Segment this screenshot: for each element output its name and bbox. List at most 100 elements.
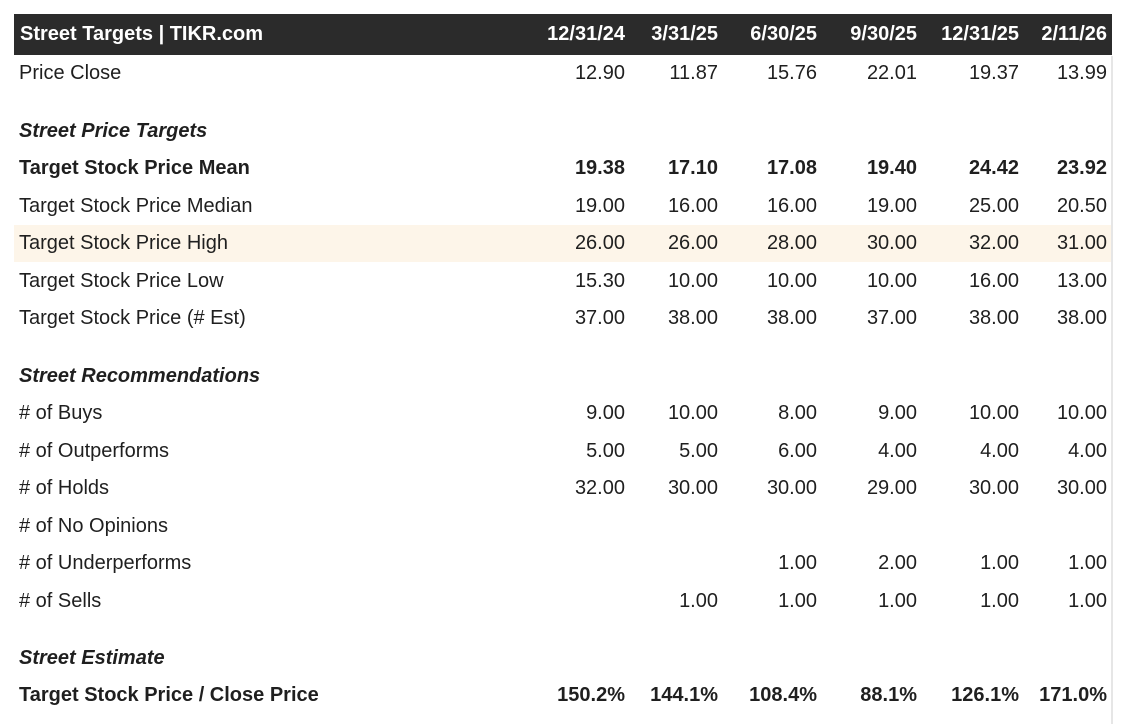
row-holds[interactable]: # of Holds 32.00 30.00 30.00 29.00 30.00… xyxy=(14,470,1112,507)
value-cell: 25.00 xyxy=(968,195,1019,217)
row-label: Target Stock Price (# Est) xyxy=(19,307,246,329)
value-cell: 108.4% xyxy=(749,684,817,706)
section-street-price-targets: Street Price Targets xyxy=(14,113,1112,150)
date-header-col-5[interactable]: 12/31/25 xyxy=(941,23,1019,45)
value-cell: 19.00 xyxy=(866,195,917,217)
value-cell: 1.00 xyxy=(778,552,817,574)
value-cell: 8.00 xyxy=(778,402,817,424)
value-cell: 22.01 xyxy=(866,62,917,84)
value-cell: 15.30 xyxy=(574,270,625,292)
value-cell: 24.42 xyxy=(968,157,1019,179)
value-cell: 16.00 xyxy=(968,270,1019,292)
value-cell: 88.1% xyxy=(860,684,917,706)
row-label: # of Sells xyxy=(19,590,102,612)
value-cell: 38.00 xyxy=(766,307,817,329)
row-label: Target Stock Price High xyxy=(19,232,228,254)
row-label: Target Stock Price Mean xyxy=(19,157,250,179)
row-target-low[interactable]: Target Stock Price Low 15.30 10.00 10.00… xyxy=(14,263,1112,300)
value-cell: 32.00 xyxy=(574,477,625,499)
row-label: # of No Opinions xyxy=(19,515,168,537)
row-price-close[interactable]: Price Close 12.90 11.87 15.76 22.01 19.3… xyxy=(14,55,1112,92)
row-sells[interactable]: # of Sells 1.00 1.00 1.00 1.00 1.00 xyxy=(14,583,1112,620)
value-cell: 13.99 xyxy=(1056,62,1107,84)
date-header-col-6[interactable]: 2/11/26 xyxy=(1041,23,1107,45)
value-cell: 37.00 xyxy=(866,307,917,329)
value-cell: 26.00 xyxy=(667,232,718,254)
value-cell: 38.00 xyxy=(667,307,718,329)
row-outperforms[interactable]: # of Outperforms 5.00 5.00 6.00 4.00 4.0… xyxy=(14,433,1112,470)
value-cell: 30.00 xyxy=(968,477,1019,499)
value-cell: 30.00 xyxy=(667,477,718,499)
value-cell: 10.00 xyxy=(667,270,718,292)
value-cell: 16.00 xyxy=(667,195,718,217)
value-cell: 12.90 xyxy=(574,62,625,84)
value-cell: 1.00 xyxy=(878,590,917,612)
value-cell: 6.00 xyxy=(778,440,817,462)
value-cell: 10.00 xyxy=(1056,402,1107,424)
value-cell: 20.50 xyxy=(1056,195,1107,217)
value-cell: 31.00 xyxy=(1056,232,1107,254)
value-cell: 19.40 xyxy=(866,157,917,179)
value-cell: 30.00 xyxy=(766,477,817,499)
row-target-close-ratio[interactable]: Target Stock Price / Close Price 150.2% … xyxy=(14,677,1112,714)
value-cell: 1.00 xyxy=(778,590,817,612)
value-cell: 11.87 xyxy=(669,62,718,84)
value-cell: 17.10 xyxy=(667,157,718,179)
row-target-mean[interactable]: Target Stock Price Mean 19.38 17.10 17.0… xyxy=(14,150,1112,187)
value-cell: 1.00 xyxy=(980,552,1019,574)
value-cell: 26.00 xyxy=(574,232,625,254)
value-cell: 4.00 xyxy=(980,440,1019,462)
row-underperforms[interactable]: # of Underperforms 1.00 2.00 1.00 1.00 xyxy=(14,545,1112,582)
value-cell: 15.76 xyxy=(766,62,817,84)
table-title: Street Targets | TIKR.com xyxy=(20,23,264,45)
value-cell: 171.0% xyxy=(1039,684,1107,706)
value-cell: 150.2% xyxy=(557,684,625,706)
section-heading: Street Recommendations xyxy=(19,365,261,387)
section-heading: Street Estimate xyxy=(19,647,165,669)
value-cell: 5.00 xyxy=(586,440,625,462)
row-label: Target Stock Price Median xyxy=(19,195,253,217)
row-label: # of Outperforms xyxy=(19,440,170,462)
value-cell: 19.00 xyxy=(574,195,625,217)
row-target-median[interactable]: Target Stock Price Median 19.00 16.00 16… xyxy=(14,188,1112,225)
value-cell: 1.00 xyxy=(1068,552,1107,574)
value-cell: 30.00 xyxy=(1056,477,1107,499)
value-cell: 144.1% xyxy=(650,684,718,706)
row-no-opinions[interactable]: # of No Opinions xyxy=(14,508,1112,545)
value-cell: 9.00 xyxy=(878,402,917,424)
row-target-high[interactable]: Target Stock Price High 26.00 26.00 28.0… xyxy=(14,225,1112,262)
section-street-estimate: Street Estimate xyxy=(14,640,1112,677)
value-cell: 1.00 xyxy=(1068,590,1107,612)
value-cell: 10.00 xyxy=(866,270,917,292)
section-street-recommendations: Street Recommendations xyxy=(14,358,1112,395)
value-cell: 38.00 xyxy=(968,307,1019,329)
value-cell: 4.00 xyxy=(878,440,917,462)
row-label: Target Stock Price Low xyxy=(19,270,224,292)
row-label: Target Stock Price / Close Price xyxy=(19,684,319,706)
value-cell: 38.00 xyxy=(1056,307,1107,329)
value-cell: 10.00 xyxy=(667,402,718,424)
value-cell: 30.00 xyxy=(866,232,917,254)
value-cell: 126.1% xyxy=(951,684,1019,706)
row-target-est-count[interactable]: Target Stock Price (# Est) 37.00 38.00 3… xyxy=(14,300,1112,337)
date-header-col-3[interactable]: 6/30/25 xyxy=(750,23,817,45)
street-targets-table: Street Targets | TIKR.com 12/31/24 3/31/… xyxy=(14,14,1112,724)
value-cell: 1.00 xyxy=(980,590,1019,612)
value-cell: 23.92 xyxy=(1056,157,1107,179)
row-label: # of Underperforms xyxy=(19,552,192,574)
date-header-col-1[interactable]: 12/31/24 xyxy=(547,23,625,45)
value-cell: 19.37 xyxy=(968,62,1019,84)
value-cell: 1.00 xyxy=(679,590,718,612)
date-header-col-4[interactable]: 9/30/25 xyxy=(850,23,917,45)
value-cell: 9.00 xyxy=(586,402,625,424)
value-cell: 13.00 xyxy=(1056,270,1107,292)
value-cell: 5.00 xyxy=(679,440,718,462)
row-buys[interactable]: # of Buys 9.00 10.00 8.00 9.00 10.00 10.… xyxy=(14,395,1112,432)
date-header-col-2[interactable]: 3/31/25 xyxy=(651,23,718,45)
value-cell: 17.08 xyxy=(766,157,817,179)
value-cell: 16.00 xyxy=(766,195,817,217)
section-heading: Street Price Targets xyxy=(19,120,208,142)
row-label: # of Holds xyxy=(19,477,110,499)
value-cell: 10.00 xyxy=(766,270,817,292)
value-cell: 37.00 xyxy=(574,307,625,329)
